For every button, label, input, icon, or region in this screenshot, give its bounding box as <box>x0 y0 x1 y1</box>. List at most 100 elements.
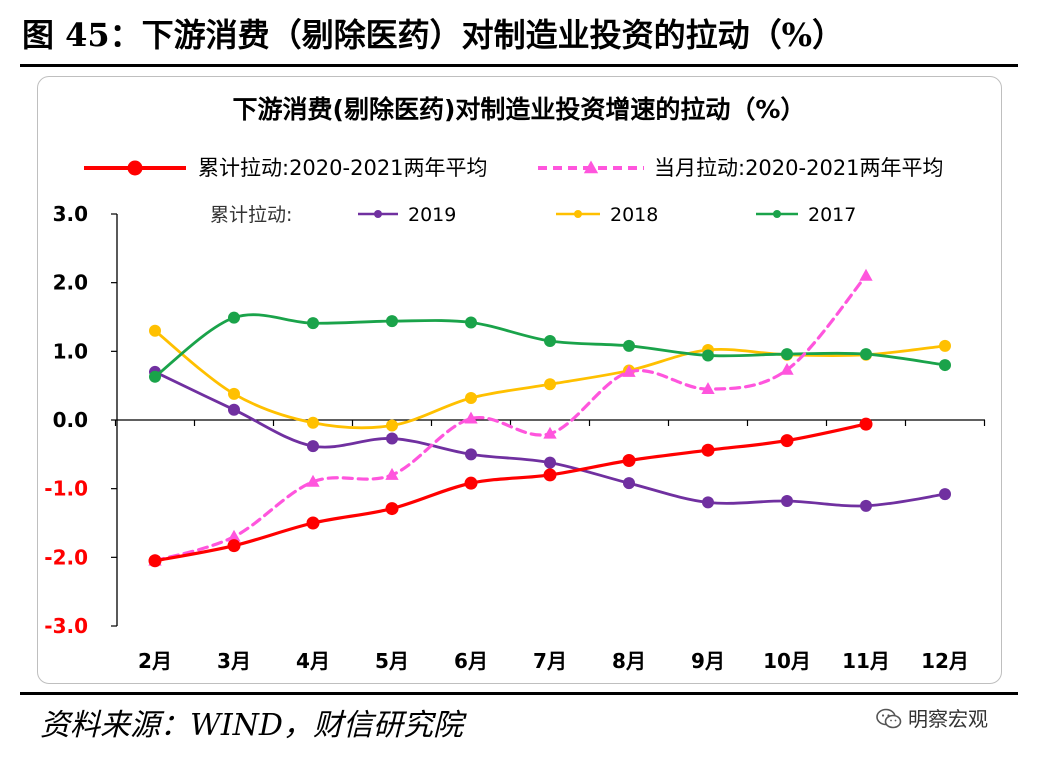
data-point <box>228 311 240 324</box>
data-point <box>860 348 872 361</box>
data-point <box>702 496 714 509</box>
data-point <box>623 477 635 490</box>
legend-marker <box>574 210 582 218</box>
data-point <box>860 499 872 512</box>
series-cumulative <box>148 417 873 568</box>
data-point <box>859 268 873 281</box>
legend-label: 2019 <box>408 204 456 226</box>
series-2019 <box>149 365 951 512</box>
legend-label: 当月拉动:2020-2021两年平均 <box>654 156 944 180</box>
watermark-text: 明察宏观 <box>908 707 988 731</box>
watermark: 明察宏观 <box>876 704 988 734</box>
data-point <box>227 529 241 542</box>
legend-marker <box>583 160 599 174</box>
bottom-rule <box>20 692 1018 695</box>
data-point <box>149 370 161 383</box>
data-point <box>780 362 794 375</box>
y-tick-label: -1.0 <box>44 477 88 501</box>
data-point <box>939 359 951 372</box>
legend-marker <box>127 160 143 176</box>
legend-item: 2019 <box>358 204 456 226</box>
x-tick-label: 8月 <box>612 649 646 673</box>
data-point <box>859 417 873 431</box>
chart-title: 下游消费(剔除医药)对制造业投资增速的拉动（%） <box>233 95 806 124</box>
data-point <box>464 411 478 424</box>
data-point <box>228 403 240 416</box>
data-point <box>622 364 636 377</box>
y-tick-label: 3.0 <box>53 202 88 226</box>
data-point <box>465 392 477 405</box>
legend-label: 2017 <box>808 204 856 226</box>
data-point <box>702 349 714 362</box>
legend-item: 当月拉动:2020-2021两年平均 <box>538 156 944 180</box>
data-point <box>227 539 241 553</box>
series-line <box>153 274 868 563</box>
data-point <box>781 495 793 508</box>
data-point <box>701 443 715 457</box>
y-tick-label: -3.0 <box>44 614 88 638</box>
legend-item: 2018 <box>556 204 658 226</box>
data-point <box>307 416 319 429</box>
x-tick-label: 7月 <box>533 649 567 673</box>
data-point <box>623 339 635 352</box>
data-point <box>781 348 793 361</box>
source-note: 资料来源：WIND，财信研究院 <box>40 708 463 743</box>
y-tick-label: 0.0 <box>53 408 88 432</box>
data-point <box>148 554 162 568</box>
data-point <box>543 468 557 482</box>
series-monthly <box>148 268 873 566</box>
x-tick-label: 12月 <box>921 649 969 673</box>
data-point <box>149 324 161 337</box>
data-point <box>306 516 320 530</box>
legend-item: 2017 <box>756 204 856 226</box>
data-point <box>464 476 478 490</box>
series-layer <box>148 268 951 568</box>
x-tick-label: 9月 <box>691 649 725 673</box>
data-point <box>939 339 951 352</box>
data-point <box>780 434 794 448</box>
data-point <box>385 502 399 516</box>
x-tick-label: 10月 <box>763 649 811 673</box>
y-tick-label: 1.0 <box>53 339 88 363</box>
data-point <box>386 315 398 328</box>
legend: 累计拉动:2020-2021两年平均 当月拉动:2020-2021两年平均累计拉动… <box>84 156 944 226</box>
legend-item: 累计拉动:2020-2021两年平均 <box>84 156 488 180</box>
data-point <box>465 316 477 329</box>
data-point <box>306 474 320 487</box>
legend-marker <box>374 210 382 218</box>
x-tick-label: 11月 <box>842 649 890 673</box>
series-line <box>153 370 947 508</box>
legend-prefix: 累计拉动: <box>210 204 292 226</box>
data-point <box>228 387 240 400</box>
data-point <box>939 488 951 501</box>
legend-label: 2018 <box>610 204 658 226</box>
legend-marker <box>773 210 781 218</box>
x-tick-label: 2月 <box>138 649 172 673</box>
series-line <box>153 422 868 563</box>
figure-title: 图 45：下游消费（剔除医药）对制造业投资的拉动（%） <box>22 16 845 54</box>
data-point <box>385 467 399 480</box>
data-point <box>307 440 319 453</box>
top-rule <box>20 64 1018 67</box>
axes: 3.0 2.0 1.0 0.0 -1.0 -2.0 -3.0 2月 3月 4月 5月 6月 7月 8月 9月… <box>44 202 986 673</box>
data-point <box>544 335 556 348</box>
x-tick-label: 4月 <box>296 649 330 673</box>
data-point <box>544 378 556 391</box>
y-tick-label: -2.0 <box>44 545 88 569</box>
data-point <box>543 426 557 439</box>
data-point <box>386 432 398 445</box>
x-tick-label: 5月 <box>375 649 409 673</box>
legend-label: 累计拉动:2020-2021两年平均 <box>198 156 488 180</box>
data-point <box>465 448 477 461</box>
x-tick-label: 6月 <box>454 649 488 673</box>
data-point <box>386 419 398 432</box>
data-point <box>701 382 715 394</box>
y-tick-label: 2.0 <box>53 271 88 295</box>
chart-frame <box>37 76 1002 684</box>
wechat-icon <box>876 708 902 729</box>
data-point <box>307 317 319 330</box>
data-point <box>544 456 556 469</box>
x-tick-label: 3月 <box>217 649 251 673</box>
data-point <box>622 454 636 468</box>
